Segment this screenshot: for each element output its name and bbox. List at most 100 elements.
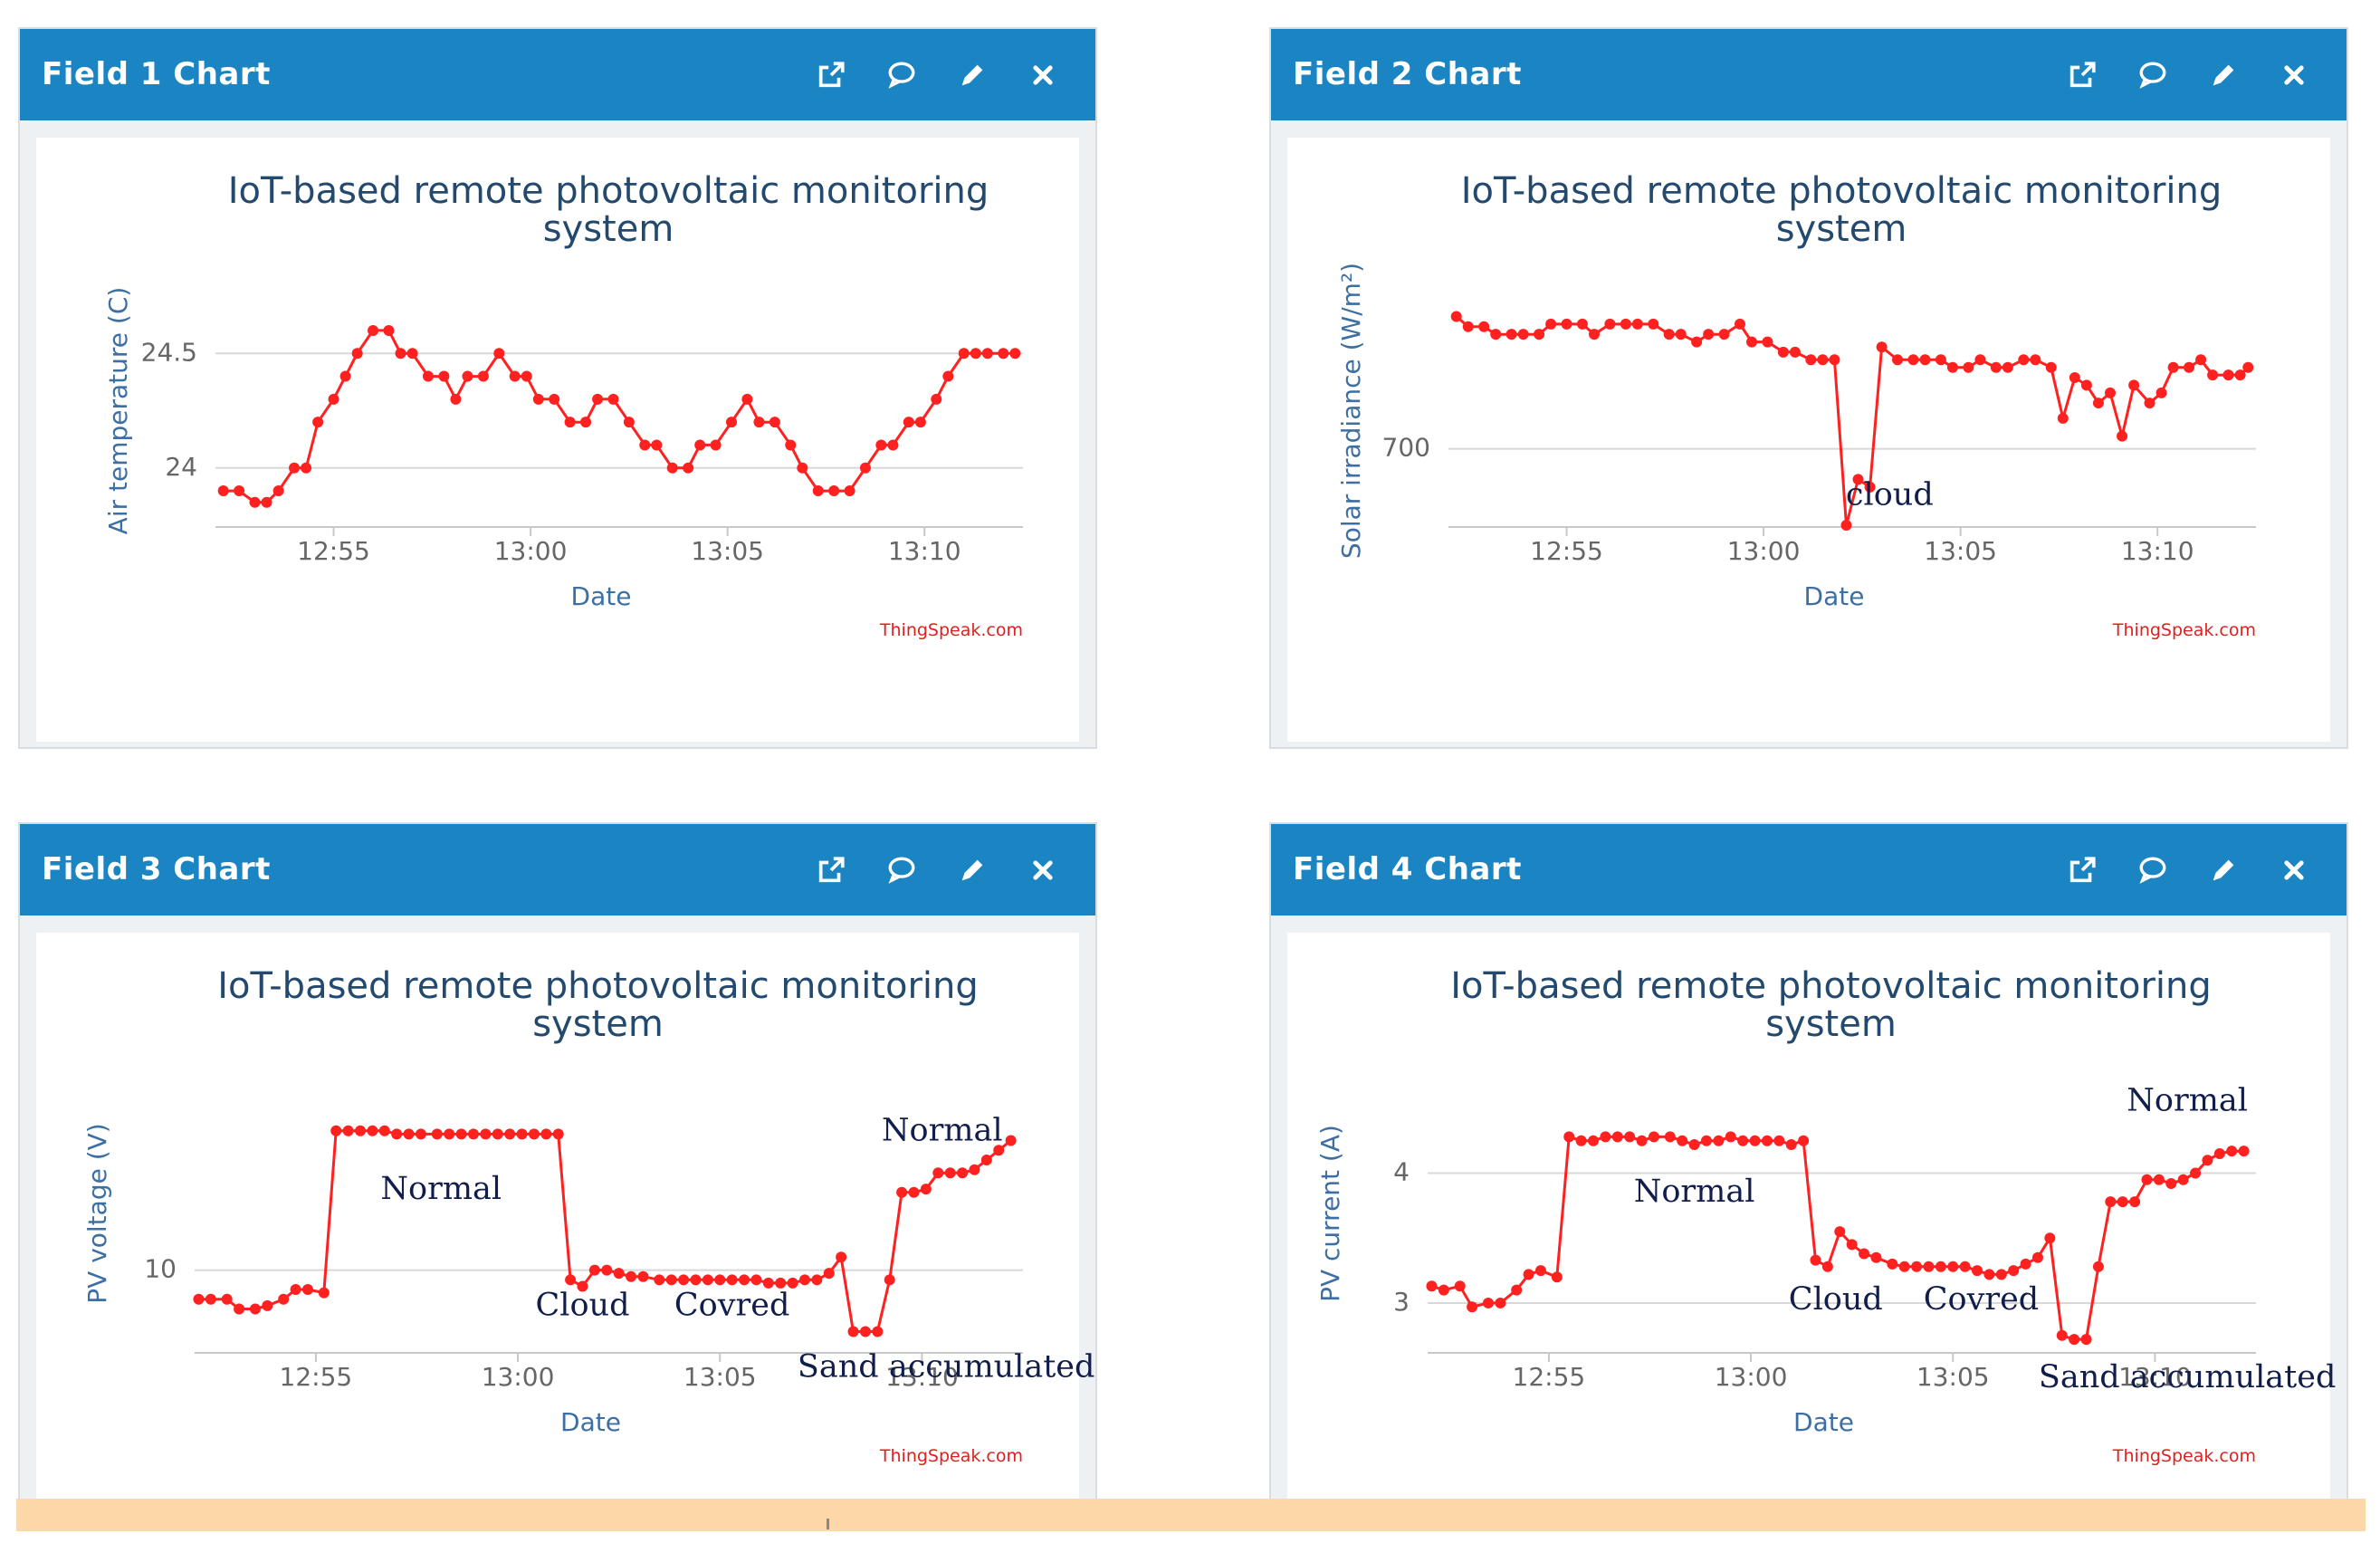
data-point[interactable]: [1600, 1131, 1611, 1143]
data-point[interactable]: [1009, 348, 1021, 359]
data-point[interactable]: [2167, 361, 2179, 373]
data-point[interactable]: [1700, 1135, 1712, 1146]
data-point[interactable]: [2190, 1167, 2202, 1179]
data-point[interactable]: [920, 1184, 932, 1195]
close-icon[interactable]: [1027, 854, 1059, 887]
data-point[interactable]: [272, 485, 284, 497]
data-point[interactable]: [1611, 1131, 1623, 1143]
data-point[interactable]: [1935, 354, 1946, 366]
data-point[interactable]: [2117, 1196, 2128, 1208]
data-point[interactable]: [1840, 520, 1852, 531]
data-point[interactable]: [2238, 1146, 2250, 1157]
data-point[interactable]: [1846, 1239, 1858, 1251]
external-link-icon[interactable]: [2066, 59, 2098, 91]
data-point[interactable]: [1737, 1135, 1749, 1146]
data-point[interactable]: [1923, 1261, 1935, 1272]
data-point[interactable]: [1773, 1135, 1785, 1146]
data-point[interactable]: [1624, 1131, 1636, 1143]
data-point[interactable]: [532, 393, 544, 405]
data-point[interactable]: [932, 1167, 944, 1179]
data-point[interactable]: [2008, 1265, 2020, 1277]
data-point[interactable]: [914, 417, 926, 428]
data-point[interactable]: [2002, 361, 2013, 373]
data-point[interactable]: [872, 1326, 884, 1337]
data-point[interactable]: [328, 393, 339, 405]
data-point[interactable]: [797, 462, 808, 474]
data-point[interactable]: [2057, 412, 2069, 424]
data-point[interactable]: [1972, 1265, 1983, 1277]
external-link-icon[interactable]: [815, 854, 847, 887]
data-point[interactable]: [351, 348, 363, 359]
data-point[interactable]: [2141, 1174, 2153, 1185]
data-point[interactable]: [2045, 361, 2057, 373]
data-point[interactable]: [859, 462, 871, 474]
close-icon[interactable]: [1027, 59, 1059, 91]
data-point[interactable]: [942, 370, 954, 382]
data-point[interactable]: [2129, 1196, 2141, 1208]
data-point[interactable]: [1898, 1261, 1910, 1272]
data-point[interactable]: [2144, 398, 2155, 409]
data-point[interactable]: [342, 1125, 354, 1136]
comment-icon[interactable]: [2136, 854, 2169, 887]
data-point[interactable]: [1834, 1226, 1846, 1238]
data-point[interactable]: [1505, 329, 1517, 340]
data-point[interactable]: [1648, 318, 1659, 330]
data-point[interactable]: [1762, 336, 1773, 348]
data-point[interactable]: [1852, 474, 1864, 485]
data-point[interactable]: [836, 1251, 847, 1263]
external-link-icon[interactable]: [815, 59, 847, 91]
data-point[interactable]: [261, 496, 272, 508]
data-point[interactable]: [1718, 329, 1730, 340]
data-point[interactable]: [2105, 1196, 2117, 1208]
data-point[interactable]: [1545, 318, 1557, 330]
data-point[interactable]: [2056, 1329, 2068, 1341]
data-point[interactable]: [1576, 318, 1588, 330]
data-point[interactable]: [552, 1128, 564, 1140]
data-point[interactable]: [2242, 361, 2254, 373]
data-point[interactable]: [1983, 1269, 1995, 1280]
data-point[interactable]: [678, 1274, 690, 1286]
data-point[interactable]: [785, 439, 797, 451]
data-point[interactable]: [1675, 329, 1687, 340]
data-point[interactable]: [2165, 1178, 2177, 1190]
data-point[interactable]: [726, 1274, 738, 1286]
data-point[interactable]: [944, 1167, 956, 1179]
data-point[interactable]: [1947, 1261, 1959, 1272]
data-point[interactable]: [1829, 354, 1840, 366]
data-point[interactable]: [205, 1293, 216, 1305]
data-point[interactable]: [580, 417, 592, 428]
data-point[interactable]: [1631, 318, 1643, 330]
data-point[interactable]: [1534, 1265, 1546, 1277]
data-point[interactable]: [811, 1274, 823, 1286]
bottom-scroll-bar[interactable]: [16, 1499, 2366, 1531]
data-point[interactable]: [798, 1274, 810, 1286]
data-point[interactable]: [1749, 1135, 1761, 1146]
data-point[interactable]: [969, 1164, 980, 1175]
data-point[interactable]: [1454, 1280, 1466, 1292]
data-point[interactable]: [1963, 361, 1974, 373]
data-point[interactable]: [431, 1128, 443, 1140]
data-point[interactable]: [1785, 1139, 1797, 1150]
data-point[interactable]: [2195, 354, 2207, 366]
data-point[interactable]: [769, 417, 780, 428]
data-point[interactable]: [1664, 1131, 1676, 1143]
data-point[interactable]: [467, 1128, 479, 1140]
data-point[interactable]: [1892, 354, 1904, 366]
data-point[interactable]: [1523, 1269, 1534, 1280]
data-point[interactable]: [234, 485, 245, 497]
data-point[interactable]: [391, 1128, 403, 1140]
data-point[interactable]: [1478, 321, 1490, 332]
data-point[interactable]: [884, 1274, 895, 1286]
data-point[interactable]: [702, 1274, 713, 1286]
data-point[interactable]: [355, 1125, 366, 1136]
data-point[interactable]: [2105, 387, 2117, 398]
data-point[interactable]: [828, 485, 840, 497]
data-point[interactable]: [2234, 369, 2246, 381]
pencil-icon[interactable]: [2207, 854, 2240, 887]
data-point[interactable]: [1648, 1131, 1659, 1143]
data-point[interactable]: [2128, 379, 2140, 391]
data-point[interactable]: [1561, 318, 1572, 330]
data-point[interactable]: [903, 417, 914, 428]
data-point[interactable]: [887, 439, 899, 451]
data-point[interactable]: [2213, 1148, 2225, 1160]
